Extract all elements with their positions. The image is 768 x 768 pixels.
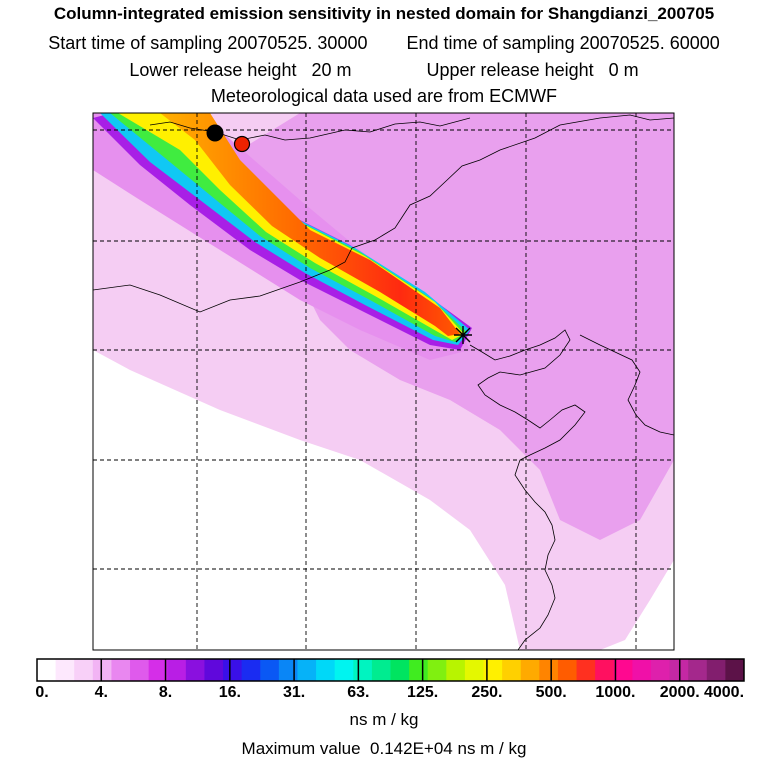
colorbar-cell	[185, 659, 205, 681]
colorbar-cell	[111, 659, 131, 681]
colorbar-cell	[539, 659, 559, 681]
colorbar-cell	[409, 659, 429, 681]
colorbar-tick-label: 2000.	[659, 684, 700, 701]
colorbar-cell	[316, 659, 336, 681]
colorbar-tick-label: 31.	[282, 684, 306, 701]
colorbar-cell	[706, 659, 726, 681]
colorbar-tick-label: 63.	[347, 684, 370, 701]
colorbar-tick-label: 125.	[407, 684, 439, 701]
upper-height-value: 0 m	[608, 60, 639, 80]
colorbar-cell	[632, 659, 652, 681]
colorbar	[36, 658, 745, 682]
colorbar-tick-label: 1000.	[595, 684, 636, 701]
colorbar-tick-label: 500.	[535, 684, 567, 701]
colorbar-cell	[130, 659, 150, 681]
colorbar-cell	[520, 659, 540, 681]
colorbar-cell	[148, 659, 168, 681]
start-time-value: 20070525. 30000	[227, 33, 368, 53]
colorbar-tick-label: 16.	[218, 684, 241, 701]
release-height-line: Lower release height 20 m Upper release …	[0, 60, 768, 81]
colorbar-tick-label: 8.	[158, 684, 173, 701]
colorbar-cell	[55, 659, 75, 681]
upper-height-label: Upper release height	[426, 60, 594, 80]
colorbar-cell	[74, 659, 94, 681]
colorbar-cell	[390, 659, 410, 681]
colorbar-units: ns m / kg	[349, 710, 419, 729]
sensitivity-map	[92, 112, 675, 651]
colorbar-cell	[223, 659, 243, 681]
colorbar-cell	[576, 659, 596, 681]
max-units: ns m / kg	[457, 739, 527, 758]
met-data-line: Meteorological data used are from ECMWF	[210, 86, 558, 106]
plume-core	[160, 113, 460, 336]
max-label: Maximum value	[241, 739, 361, 758]
end-time-value: 20070525. 60000	[579, 33, 720, 53]
colorbar-frame	[36, 658, 745, 682]
colorbar-tick-label: 4000.	[703, 684, 745, 701]
colorbar-cell	[446, 659, 466, 681]
colorbar-cell	[725, 659, 745, 681]
max-value: 0.142E+04	[370, 739, 453, 758]
colorbar-cell	[241, 659, 261, 681]
colorbar-cell	[334, 659, 354, 681]
black-dot-marker	[206, 124, 224, 142]
receptor-star-icon	[454, 326, 472, 344]
maximum-value-line: Maximum value 0.142E+04 ns m / kg	[0, 739, 768, 759]
colorbar-cell	[427, 659, 447, 681]
map-frame	[92, 112, 675, 651]
colorbar-cell	[204, 659, 224, 681]
colorbar-cell	[167, 659, 187, 681]
plot-title: Column-integrated emission sensitivity i…	[53, 4, 715, 23]
colorbar-cell	[37, 659, 57, 681]
start-time-label: Start time of sampling	[48, 33, 223, 53]
end-time-label: End time of sampling	[406, 33, 575, 53]
colorbar-cell	[297, 659, 317, 681]
lat-lon-grid	[93, 113, 674, 650]
lower-height-value: 20 m	[311, 60, 352, 80]
colorbar-cell	[595, 659, 615, 681]
colorbar-tick-label: 0.	[35, 684, 49, 701]
colorbar-cell	[557, 659, 578, 681]
sampling-time-line: Start time of sampling 20070525. 30000 E…	[0, 33, 768, 54]
colorbar-cell	[353, 659, 373, 681]
colorbar-tick-label: 250.	[471, 684, 503, 701]
colorbar-cell	[613, 659, 633, 681]
colorbar-cell	[260, 659, 280, 681]
red-dot-marker	[233, 135, 251, 153]
colorbar-cell	[464, 659, 485, 681]
colorbar-cell	[92, 659, 112, 681]
colorbar-cell	[688, 659, 708, 681]
colorbar-cell	[502, 659, 522, 681]
lower-height-label: Lower release height	[129, 60, 297, 80]
colorbar-cell	[371, 659, 391, 681]
colorbar-cell	[650, 659, 671, 681]
colorbar-cell	[278, 659, 298, 681]
colorbar-tick-label: 4.	[94, 684, 108, 701]
colorbar-cell	[483, 659, 503, 681]
